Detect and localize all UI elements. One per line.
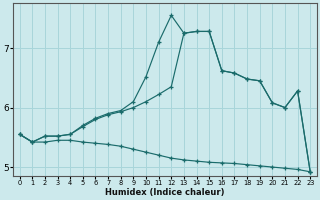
X-axis label: Humidex (Indice chaleur): Humidex (Indice chaleur) <box>105 188 225 197</box>
